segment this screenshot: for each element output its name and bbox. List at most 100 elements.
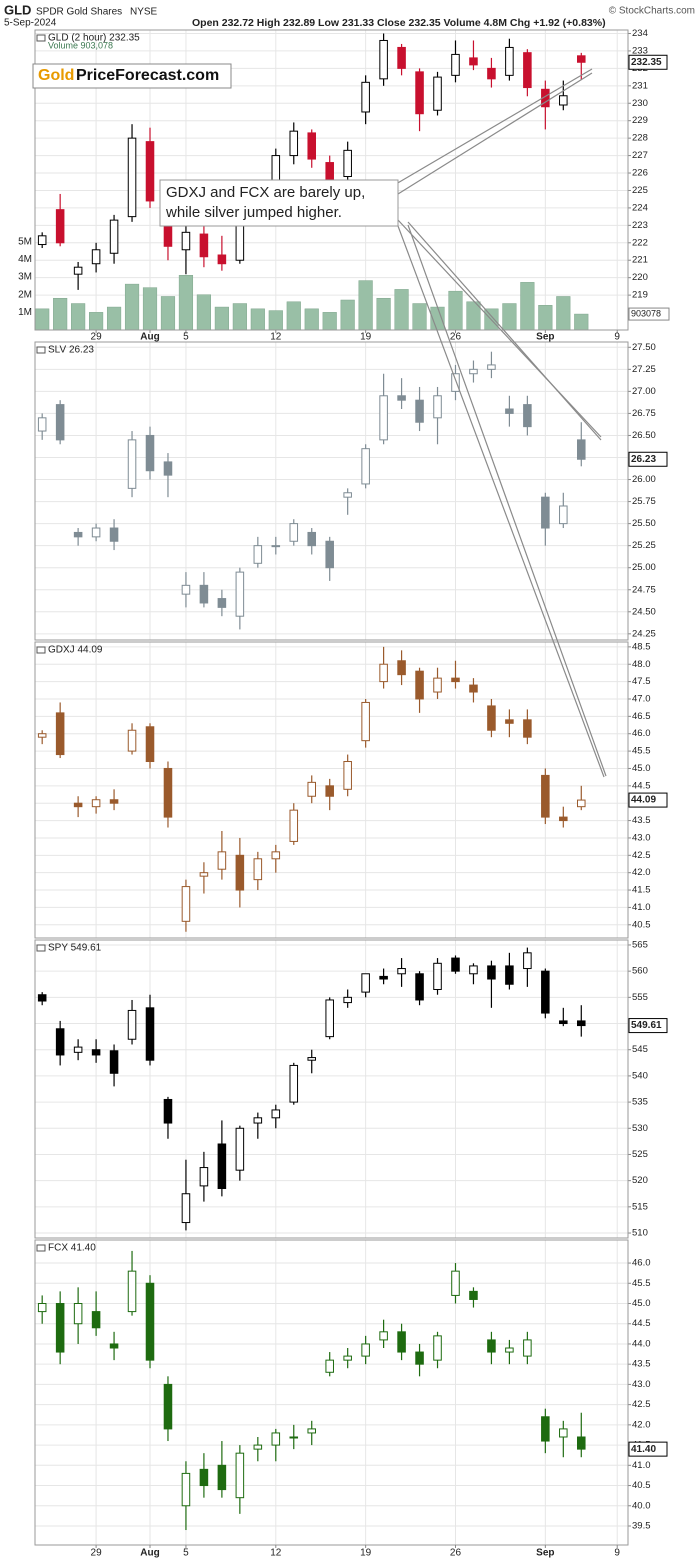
y-tick-label: 43.5	[632, 815, 651, 826]
y-tick-label: 220	[632, 272, 648, 283]
candle-body	[253, 858, 263, 881]
candle-body	[55, 1303, 65, 1353]
volume-tick-label: 2M	[18, 289, 32, 300]
x-tick-label: 5	[183, 1548, 189, 1559]
candle-body	[343, 1355, 352, 1361]
volume-bar	[106, 306, 122, 331]
candle-body	[415, 399, 424, 423]
candle-body	[73, 1303, 83, 1325]
last-price-badge	[628, 1018, 668, 1034]
candle-body	[577, 55, 586, 63]
candle-body	[487, 67, 496, 80]
y-tick-label: 219	[632, 290, 648, 301]
y-tick-label: 25.00	[632, 562, 656, 573]
candle-body	[487, 364, 496, 370]
y-tick-label: 42.5	[632, 850, 651, 861]
x-tick-label: Sep	[536, 1548, 554, 1559]
exchange: NYSE	[130, 7, 158, 18]
candle-body	[91, 527, 101, 538]
x-tick-label: 19	[360, 1548, 372, 1559]
y-tick-label: 39.5	[632, 1521, 651, 1532]
candle-body	[361, 701, 370, 742]
candle-body	[415, 1351, 424, 1365]
panel-label: SLV 26.23	[48, 345, 94, 356]
candle-body	[199, 233, 209, 258]
candle-body	[127, 1009, 137, 1040]
x-tick-label: 29	[91, 332, 103, 343]
candle-body	[433, 395, 442, 419]
last-price-badge	[628, 451, 668, 467]
candle-body	[397, 395, 406, 401]
volume-bar	[160, 296, 176, 331]
candle-body	[541, 1416, 550, 1442]
candle-body	[91, 1049, 101, 1056]
last-price: 44.09	[631, 795, 656, 806]
candle-body	[433, 677, 442, 693]
candle-body	[163, 461, 173, 476]
candle-body	[469, 965, 478, 975]
y-tick-label: 560	[632, 966, 648, 977]
y-tick-label: 231	[632, 80, 648, 91]
volume-bar	[394, 289, 409, 331]
candle-body	[325, 162, 334, 183]
last-price: 41.40	[631, 1444, 656, 1455]
y-tick-label: 540	[632, 1070, 648, 1081]
candle-body	[361, 973, 370, 993]
candle-body	[199, 1468, 209, 1487]
candle-body	[271, 851, 281, 860]
candle-body	[379, 39, 388, 80]
logo-accent: Gold	[38, 67, 74, 84]
candle-body	[433, 76, 442, 111]
y-tick-label: 27.25	[632, 364, 656, 375]
candle-body	[181, 231, 191, 251]
candle-body	[163, 1383, 173, 1430]
candle-body	[289, 809, 299, 842]
panel-label: SPY 549.61	[48, 943, 102, 954]
candle-body	[289, 130, 299, 157]
y-tick-label: 27.00	[632, 386, 656, 397]
candle-body	[271, 545, 281, 548]
candle-body	[217, 1464, 227, 1491]
volume-legend: Volume 903,078	[48, 40, 113, 50]
candle-body	[559, 1428, 568, 1438]
volume-last-badge	[628, 307, 670, 321]
candle-body	[145, 1282, 155, 1361]
candle-body	[379, 1331, 388, 1341]
candle-body	[505, 408, 514, 414]
candle-body	[37, 417, 47, 432]
y-tick-label: 545	[632, 1044, 648, 1055]
candle-body	[253, 1444, 263, 1450]
overlay: Gold PriceForecast.com GDXJ and FCX are …	[32, 63, 607, 778]
candle-body	[559, 1020, 568, 1025]
candle-body	[505, 1347, 514, 1353]
y-tick-label: 26.75	[632, 408, 656, 419]
candle-body	[505, 46, 514, 76]
y-tick-label: 222	[632, 237, 648, 248]
candle-body	[91, 799, 101, 808]
candle-body	[343, 996, 352, 1004]
candle-body	[523, 1339, 532, 1357]
candle-body	[577, 799, 586, 808]
x-tick-label: 26	[450, 1548, 462, 1559]
candle-body	[55, 404, 65, 441]
x-tick-label: 9	[614, 332, 620, 343]
y-tick-label: 48.0	[632, 659, 651, 670]
volume-bar	[322, 312, 337, 331]
candle-body	[451, 957, 460, 972]
y-tick-label: 520	[632, 1175, 648, 1186]
candle-body	[397, 968, 406, 975]
candle-body	[235, 571, 245, 617]
candle-body	[163, 767, 173, 818]
candle-body	[397, 46, 406, 69]
panel-label: FCX 41.40	[48, 1243, 96, 1254]
volume-bar	[538, 305, 553, 331]
y-tick-label: 44.5	[632, 1318, 651, 1329]
logo-box	[32, 63, 232, 89]
candle-body	[541, 774, 550, 818]
x-tick-label: 29	[91, 1548, 103, 1559]
candle-body	[343, 492, 352, 498]
candle-body	[109, 1050, 119, 1074]
y-tick-label: 42.0	[632, 867, 651, 878]
x-tick-label: 5	[183, 332, 189, 343]
